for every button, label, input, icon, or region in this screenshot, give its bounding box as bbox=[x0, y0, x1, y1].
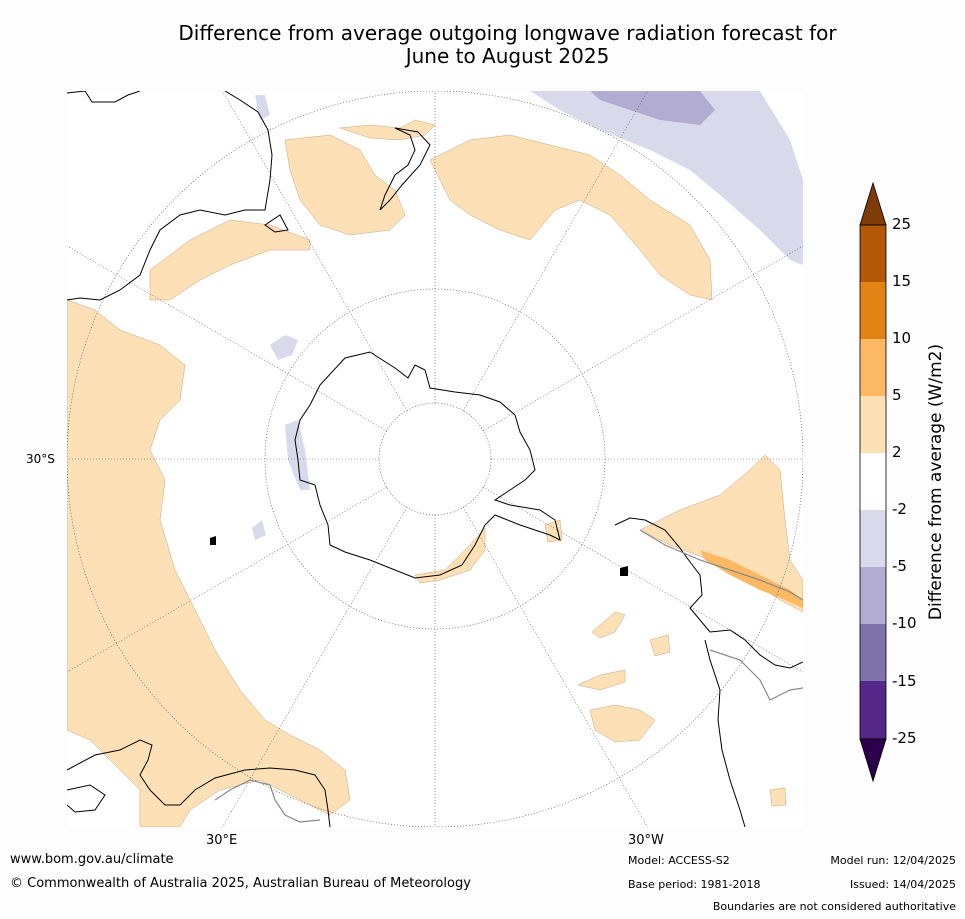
anomaly-region-pos2-north-3 bbox=[429, 134, 713, 301]
colorbar-tick-15: 15 bbox=[892, 272, 912, 290]
south-america-border bbox=[639, 529, 803, 701]
anomaly-region-pos2-south-1 bbox=[589, 704, 656, 743]
anomaly-region-pos2-north-2 bbox=[339, 119, 436, 141]
anomaly-region-pos2-west bbox=[67, 299, 351, 827]
island-top-left bbox=[67, 91, 141, 103]
colorbar-tick-neg15: -15 bbox=[892, 672, 917, 690]
anomaly-region-pos2-north-4 bbox=[149, 219, 311, 301]
south-america-coastline bbox=[614, 517, 803, 669]
colorbar-bin-neg5-neg2 bbox=[860, 510, 886, 567]
africa-border bbox=[214, 779, 321, 823]
colorbar-title: Difference from average (W/m2) bbox=[926, 343, 946, 621]
madagascar-coastline bbox=[67, 784, 106, 813]
anomaly-region-pos2-antarctic bbox=[414, 527, 486, 584]
lon-label-30w: 30°W bbox=[628, 833, 664, 848]
colorbar-bin-10-15 bbox=[860, 282, 886, 339]
anomaly-region-pos2-south-3 bbox=[591, 611, 626, 639]
kerguelen-island bbox=[210, 536, 216, 545]
colorbar-tick-2: 2 bbox=[892, 443, 902, 461]
colorbar-tick-25: 25 bbox=[892, 215, 912, 233]
title-line-2: June to August 2025 bbox=[405, 44, 610, 68]
africa-coastline bbox=[67, 739, 331, 827]
colorbar bbox=[859, 181, 887, 783]
footer-copyright: © Commonwealth of Australia 2025, Austra… bbox=[10, 876, 471, 891]
anomaly-region-neg2-small-1 bbox=[270, 335, 298, 360]
colorbar-bin-5-10 bbox=[860, 339, 886, 396]
colorbar-extend-top bbox=[859, 181, 887, 226]
title-line-1: Difference from average outgoing longwav… bbox=[178, 21, 837, 45]
anomaly-region-pos5-east bbox=[700, 550, 803, 608]
colorbar-tick-5: 5 bbox=[892, 386, 902, 404]
colorbar-tick-neg10: -10 bbox=[892, 614, 917, 632]
anomaly-region-pos2-south-2 bbox=[577, 669, 626, 691]
antarctica-coastline bbox=[294, 351, 561, 579]
anomaly-region-pos2-north-1 bbox=[284, 134, 406, 236]
colorbar-bin-neg15-neg10 bbox=[860, 624, 886, 681]
footer-disclaimer: Boundaries are not considered authoritat… bbox=[712, 900, 956, 913]
colorbar-bin-neg2-2 bbox=[860, 453, 886, 510]
anomaly-region-neg5 bbox=[590, 91, 715, 125]
colorbar-tick-neg2: -2 bbox=[892, 500, 907, 518]
colorbar-tick-10: 10 bbox=[892, 329, 912, 347]
footer-issued: Issued: 14/04/2025 bbox=[849, 878, 956, 891]
colorbar-extend-bottom bbox=[859, 738, 887, 783]
footer-url[interactable]: www.bom.gov.au/climate bbox=[10, 852, 174, 867]
anomaly-region-pos2-south-5 bbox=[769, 787, 787, 807]
south-america-east-coast bbox=[704, 639, 746, 827]
australia-coastline bbox=[67, 91, 273, 301]
lat-label-30s: 30°S bbox=[26, 452, 55, 466]
footer-model: Model: ACCESS-S2 bbox=[628, 854, 730, 867]
new-zealand-coastline bbox=[379, 127, 431, 211]
colorbar-bin-15-25 bbox=[860, 225, 886, 282]
colorbar-bin-2-5 bbox=[860, 396, 886, 453]
lon-label-30e: 30°E bbox=[206, 833, 238, 848]
chart-title: Difference from average outgoing longwav… bbox=[100, 22, 915, 68]
colorbar-bin-neg25-neg15 bbox=[860, 681, 886, 739]
colorbar-tick-neg5: -5 bbox=[892, 557, 907, 575]
anomaly-region-neg2-small-3 bbox=[252, 520, 266, 540]
anomaly-region-neg2 bbox=[530, 91, 803, 265]
anomaly-region-pos2-south-4 bbox=[649, 634, 671, 657]
footer-base-period: Base period: 1981-2018 bbox=[628, 878, 761, 891]
colorbar-tick-neg25: -25 bbox=[892, 729, 917, 747]
colorbar-bin-neg10-neg5 bbox=[860, 567, 886, 624]
falkland-islands bbox=[620, 566, 628, 576]
footer-model-run: Model run: 12/04/2025 bbox=[830, 854, 956, 867]
tasmania-coastline bbox=[264, 214, 289, 233]
